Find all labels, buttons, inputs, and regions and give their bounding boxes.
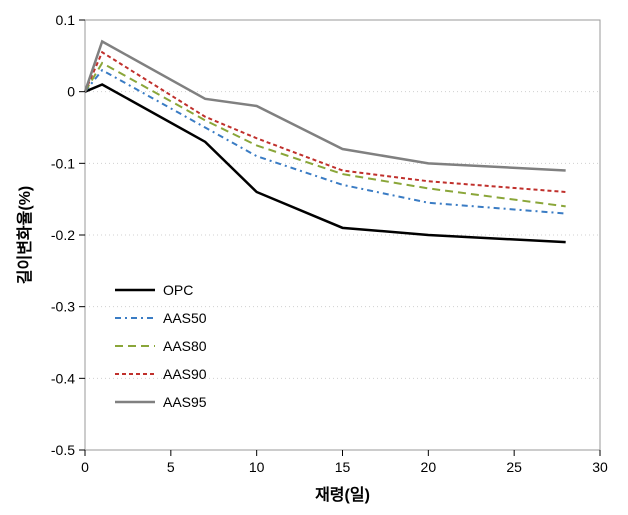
y-axis-label: 길이변화율(%) bbox=[15, 186, 34, 284]
x-tick-label: 15 bbox=[335, 459, 351, 475]
legend-label-AAS80: AAS80 bbox=[163, 338, 207, 354]
legend-label-OPC: OPC bbox=[163, 282, 193, 298]
chart-container: 0 5 10 15 20 25 30 -0.5 -0.4 -0.3 -0.2 -0.1 0 0.1 재령(일… bbox=[0, 0, 628, 515]
y-tick-label: -0.3 bbox=[51, 299, 75, 315]
y-tick-label: -0.1 bbox=[51, 155, 75, 171]
x-tick-label: 5 bbox=[167, 459, 175, 475]
legend-label-AAS95: AAS95 bbox=[163, 394, 207, 410]
y-tick-label: -0.5 bbox=[51, 442, 75, 458]
legend-label-AAS50: AAS50 bbox=[163, 310, 207, 326]
x-tick-label: 10 bbox=[249, 459, 265, 475]
x-tick-label: 0 bbox=[81, 459, 89, 475]
x-tick-label: 20 bbox=[421, 459, 437, 475]
legend-label-AAS90: AAS90 bbox=[163, 366, 207, 382]
x-tick-label: 25 bbox=[506, 459, 522, 475]
y-tick-label: 0 bbox=[67, 84, 75, 100]
y-tick-label: 0.1 bbox=[56, 12, 76, 28]
y-tick-label: -0.4 bbox=[51, 370, 75, 386]
x-tick-label: 30 bbox=[592, 459, 608, 475]
x-axis-label: 재령(일) bbox=[315, 485, 370, 504]
y-tick-label: -0.2 bbox=[51, 227, 75, 243]
chart-svg: 0 5 10 15 20 25 30 -0.5 -0.4 -0.3 -0.2 -0.1 0 0.1 재령(일… bbox=[0, 0, 628, 515]
